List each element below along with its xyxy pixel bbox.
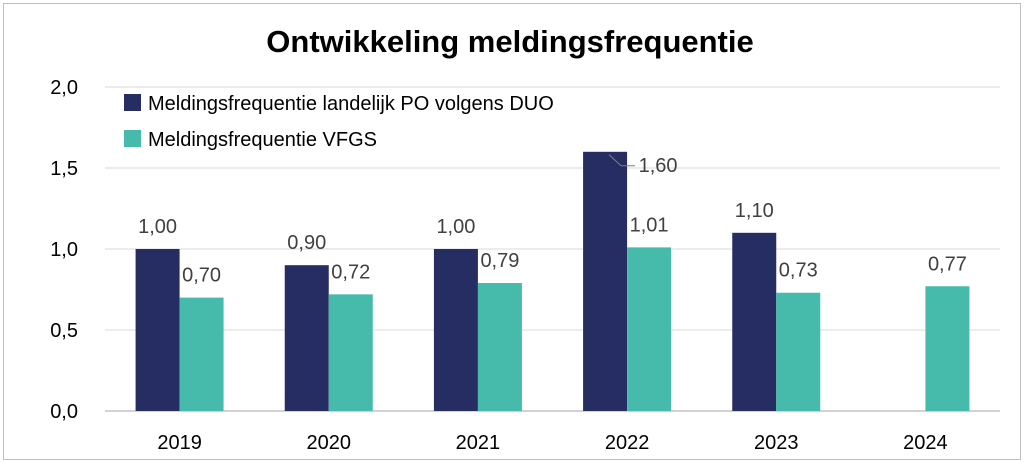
- legend-swatch: [124, 94, 141, 111]
- y-tick-label: 0,0: [50, 401, 78, 423]
- gridlines: [105, 86, 1000, 412]
- bar-vfgs: [925, 286, 970, 411]
- data-label: 1,00: [138, 216, 177, 238]
- legend: Meldingsfrequentie landelijk PO volgens …: [124, 93, 554, 151]
- data-label: 0,72: [331, 261, 370, 283]
- x-tick-label: 2023: [754, 432, 799, 454]
- x-axis-ticks: 2019 2020 2021 2022 2023 2024: [157, 432, 947, 454]
- chart-title: Ontwikkeling meldingsfrequentie: [266, 24, 753, 59]
- data-label: 0,79: [480, 250, 519, 272]
- y-tick-label: 0,5: [50, 320, 78, 342]
- bar-vfgs: [776, 292, 821, 411]
- data-label: 0,73: [779, 260, 818, 282]
- legend-label: Meldingsfrequentie landelijk PO volgens …: [148, 93, 554, 115]
- data-label: 0,90: [287, 232, 326, 254]
- bar-duo: [284, 265, 329, 411]
- bar-duo: [583, 151, 628, 412]
- data-label: 1,10: [735, 200, 774, 222]
- bar-vfgs: [627, 247, 672, 411]
- legend-swatch: [124, 130, 141, 147]
- data-label: 0,70: [182, 265, 221, 287]
- bar-duo: [433, 249, 478, 411]
- data-labels: 1,000,700,900,721,000,791,601,011,100,73…: [138, 154, 967, 287]
- y-tick-label: 1,0: [50, 239, 78, 261]
- bar-duo: [732, 232, 777, 411]
- bar-duo: [135, 249, 180, 411]
- y-axis-ticks: 0,0 0,5 1,0 1,5 2,0: [50, 77, 78, 423]
- bar-vfgs: [477, 283, 522, 411]
- x-tick-label: 2022: [605, 432, 650, 454]
- bar-vfgs: [179, 297, 224, 411]
- legend-label: Meldingsfrequentie VFGS: [148, 129, 377, 151]
- leader-line: [608, 154, 636, 167]
- data-label: 1,00: [436, 216, 475, 238]
- data-label: 1,60: [639, 155, 678, 177]
- y-tick-label: 2,0: [50, 77, 78, 99]
- x-tick-label: 2020: [307, 432, 352, 454]
- x-tick-label: 2021: [456, 432, 501, 454]
- data-label: 0,77: [928, 253, 967, 275]
- data-label: 1,01: [630, 214, 669, 236]
- x-tick-label: 2019: [157, 432, 202, 454]
- x-tick-label: 2024: [903, 432, 948, 454]
- bar-vfgs: [328, 294, 373, 411]
- y-tick-label: 1,5: [50, 158, 78, 180]
- bars: [135, 151, 970, 412]
